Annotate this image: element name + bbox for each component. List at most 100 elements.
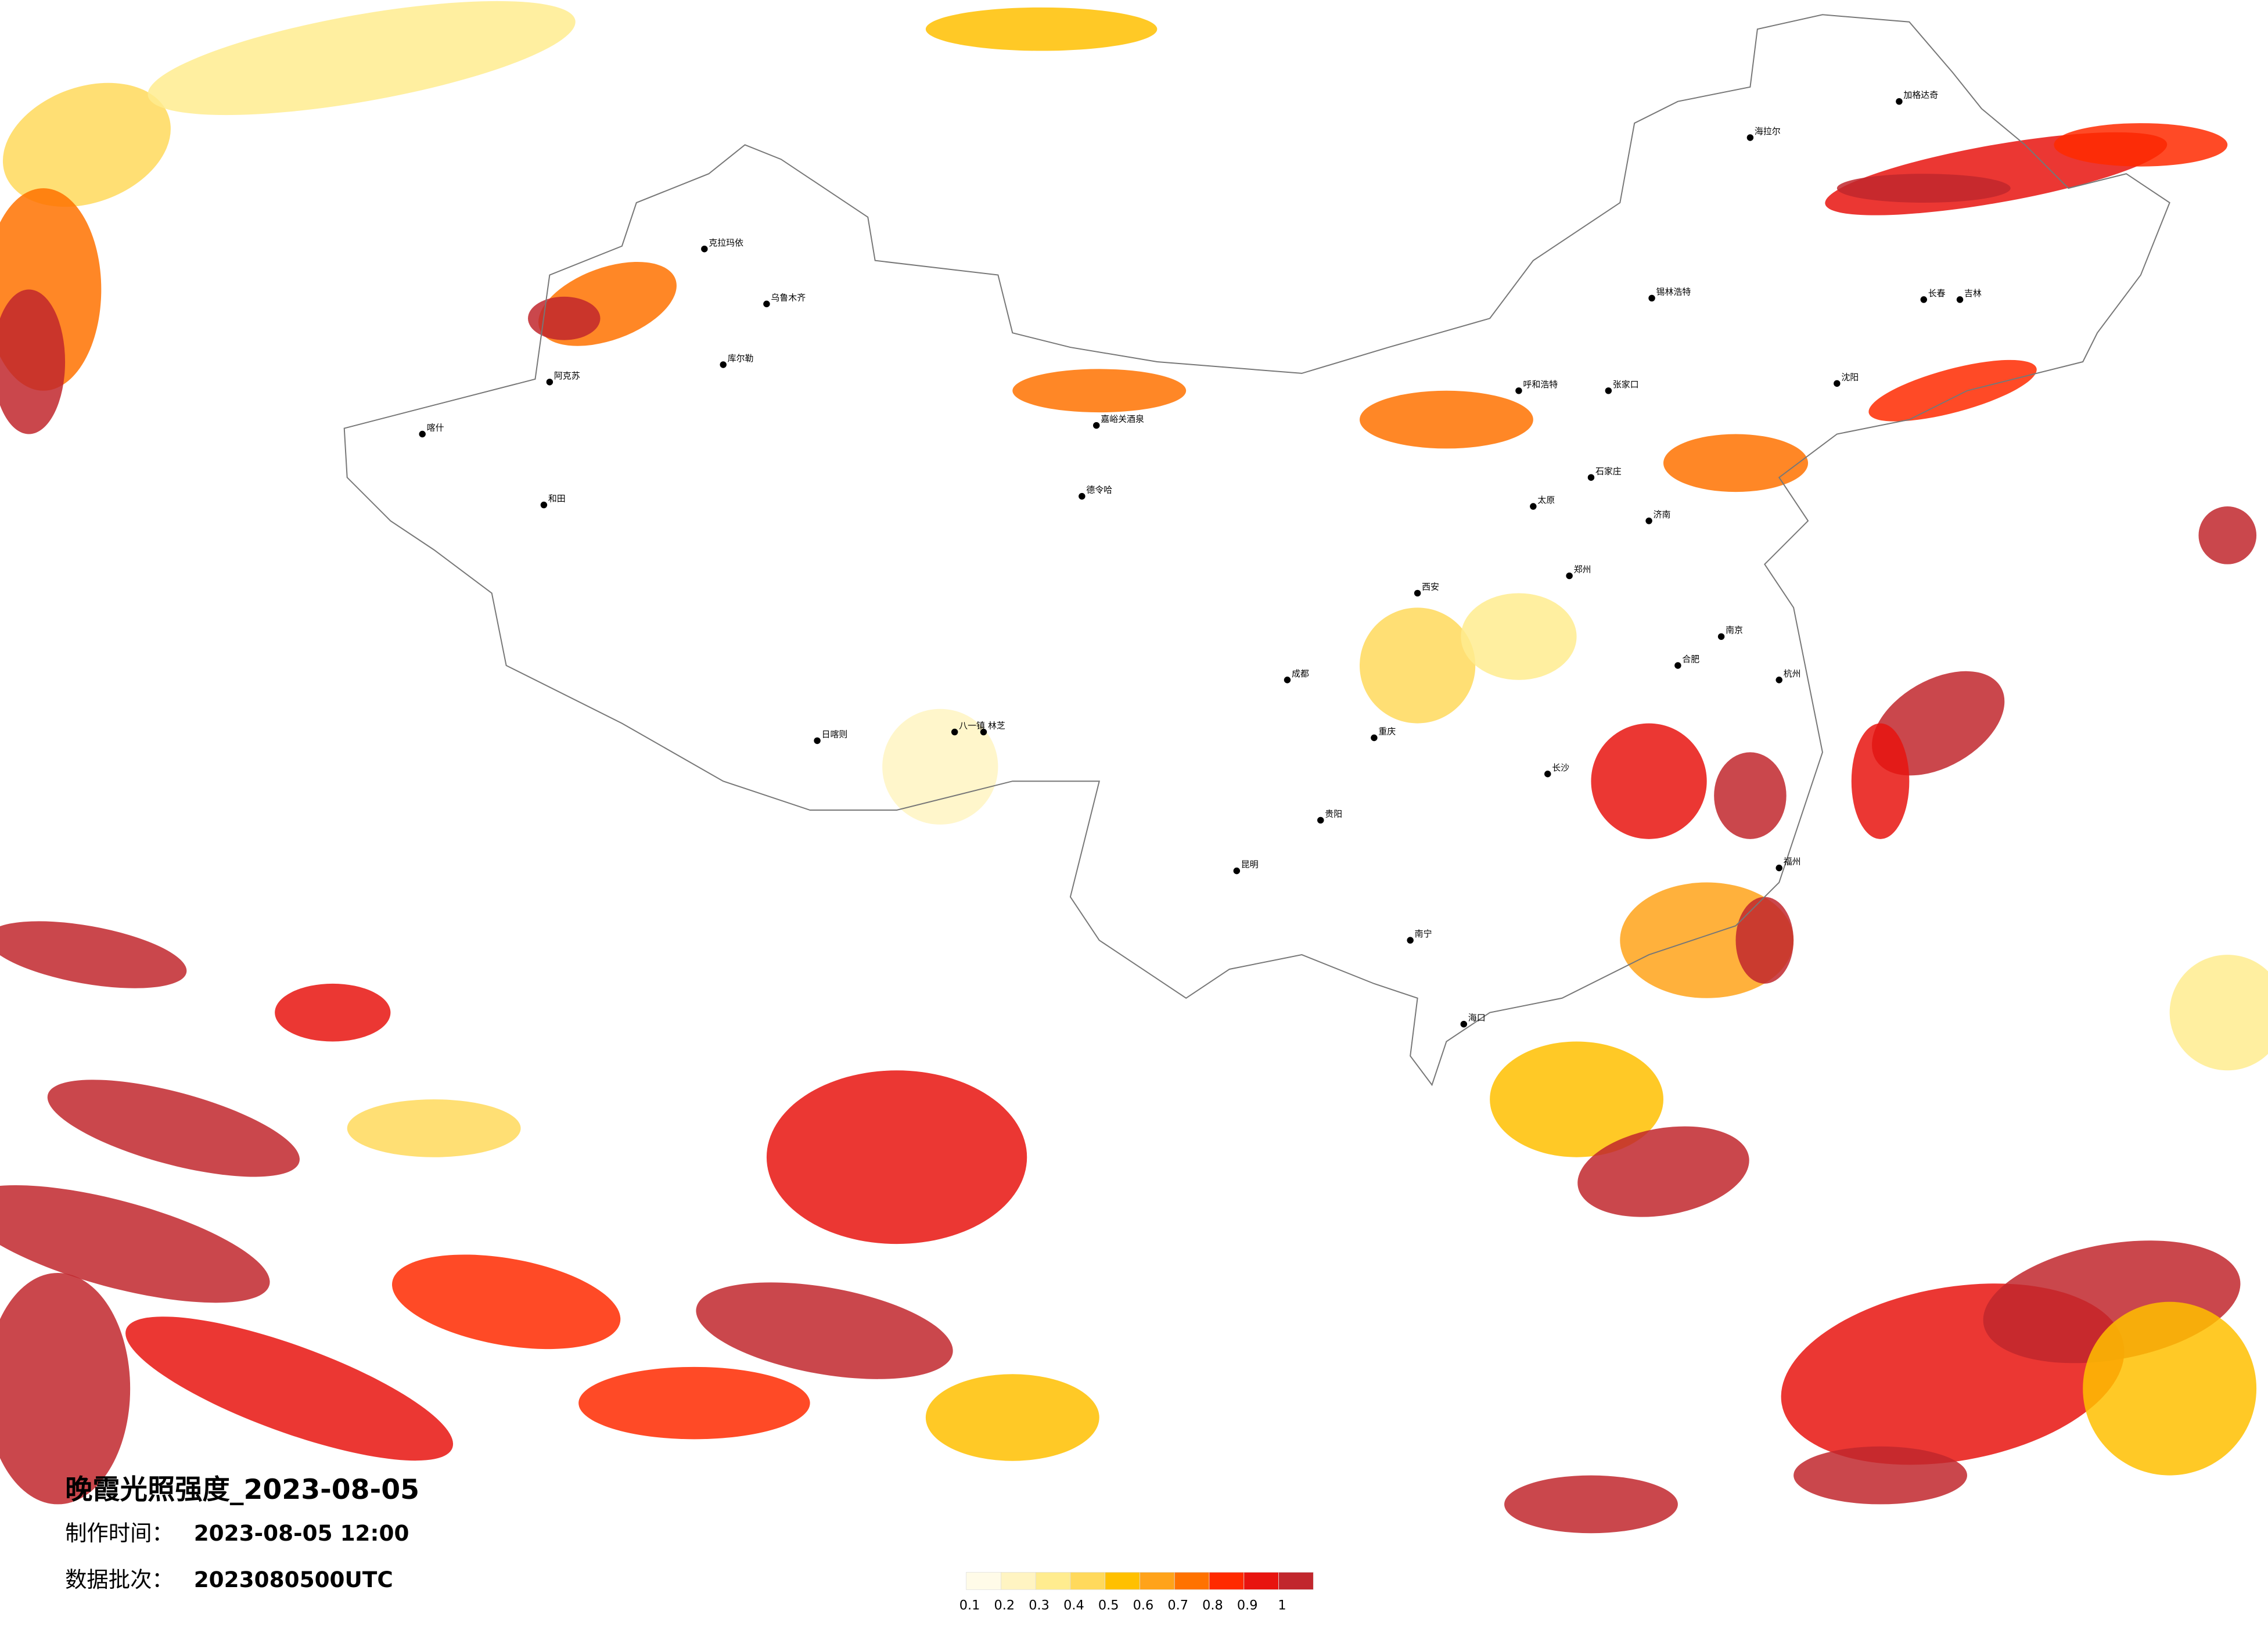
legend-swatch	[1035, 1572, 1071, 1590]
city-dot	[814, 737, 821, 744]
city-dot	[1648, 294, 1655, 302]
city-label: 乌鲁木齐	[771, 292, 806, 303]
city-label: 福州	[1784, 857, 1801, 867]
city-dot	[1460, 1020, 1468, 1028]
intensity-patch	[0, 1185, 270, 1303]
intensity-patch	[2198, 506, 2257, 564]
batch-label: 数据批次：	[65, 1567, 174, 1592]
city-dot	[1674, 662, 1681, 669]
legend-swatch	[1140, 1572, 1175, 1590]
intensity-patch	[1490, 1041, 1663, 1157]
city-label: 加格达奇	[1903, 90, 1938, 100]
intensity-patch	[528, 296, 601, 340]
city-label: 克拉玛依	[709, 238, 743, 248]
city-dot	[1284, 677, 1291, 684]
city-dot	[1371, 734, 1378, 742]
city-dot	[701, 246, 708, 253]
intensity-patch	[392, 1254, 621, 1350]
intensity-patch	[1872, 671, 2005, 776]
intensity-patch	[2169, 955, 2268, 1071]
city-dot	[1079, 492, 1086, 500]
intensity-patch	[1714, 752, 1787, 839]
intensity-patch	[1504, 1475, 1678, 1534]
city-label: 贵阳	[1325, 808, 1342, 819]
intensity-patch	[2, 82, 171, 207]
city-dot	[980, 728, 987, 736]
city-label: 南京	[1726, 625, 1743, 635]
city-label: 阿克苏	[554, 370, 580, 381]
legend-tick-label: 0.4	[1063, 1598, 1084, 1613]
legend-tick-label: 0.1	[959, 1598, 980, 1613]
city-label: 和田	[548, 494, 566, 504]
legend-swatch	[1105, 1572, 1140, 1590]
city-label: 吉林	[1964, 288, 1982, 298]
legend-tick-label: 0.6	[1133, 1598, 1154, 1613]
city-label: 海拉尔	[1755, 126, 1781, 136]
intensity-patch	[347, 1099, 521, 1157]
intensity-patch	[1868, 359, 2037, 422]
city-label: 林芝	[988, 721, 1005, 731]
city-dot	[763, 300, 770, 308]
city-dot	[1645, 517, 1652, 524]
city-dot	[419, 430, 426, 438]
city-label: 合肥	[1682, 654, 1699, 664]
city-label: 张家口	[1613, 379, 1639, 390]
city-label: 德令哈	[1086, 485, 1112, 495]
intensity-patch	[148, 1, 576, 116]
china-outline	[343, 14, 2170, 1087]
intensity-patch	[1591, 723, 1707, 839]
city-label: 嘉峪关酒泉	[1101, 414, 1144, 425]
legend-swatch	[1243, 1572, 1279, 1590]
color-legend: 0.1 0.2 0.3 0.4 0.5 0.6 0.7 0.8 0.9 1	[959, 1572, 1314, 1613]
city-dot	[1775, 677, 1782, 684]
legend-tick-label: 0.7	[1167, 1598, 1188, 1613]
city-dot	[951, 728, 958, 736]
legend-swatch	[1070, 1572, 1106, 1590]
city-label: 杭州	[1784, 668, 1801, 679]
city-dot	[1407, 937, 1414, 944]
city-dot	[1566, 572, 1573, 580]
batch: 2023080500UTC	[194, 1567, 393, 1592]
intensity-patch	[125, 1316, 454, 1461]
legend-tick-label: 0.8	[1202, 1598, 1223, 1613]
city-label: 长沙	[1552, 762, 1569, 773]
city-dot	[1515, 387, 1522, 394]
city-label: 太原	[1537, 495, 1555, 505]
intensity-patch	[47, 1080, 300, 1177]
made-label: 制作时间：	[65, 1520, 174, 1546]
intensity-patch	[1663, 434, 1809, 492]
intensity-patch	[1836, 174, 2011, 203]
legend-swatch	[966, 1572, 1001, 1590]
city-dot	[1920, 296, 1928, 303]
city-dot	[1605, 387, 1612, 394]
intensity-patch	[1461, 593, 1577, 680]
city-dot	[1956, 296, 1964, 303]
city-label: 石家庄	[1595, 466, 1622, 476]
intensity-patch	[925, 7, 1158, 51]
city-dot	[1896, 98, 1903, 105]
city-label: 成都	[1292, 668, 1309, 679]
intensity-patch	[925, 1374, 1099, 1461]
legend-tick-label: 0.5	[1098, 1598, 1119, 1613]
intensity-patch	[2054, 123, 2228, 167]
city-dot	[720, 361, 727, 368]
city-label: 沈阳	[1841, 372, 1859, 382]
legend-tick-label: 0.2	[994, 1598, 1015, 1613]
intensity-patch	[1012, 369, 1187, 413]
intensity-patch	[0, 289, 66, 434]
city-label: 八一镇	[959, 721, 985, 731]
legend-tick-label: 1	[1278, 1598, 1286, 1613]
intensity-patch	[1851, 723, 1910, 839]
city-label: 济南	[1654, 509, 1671, 520]
city-label: 长春	[1928, 288, 1946, 298]
intensity-patch	[882, 708, 998, 825]
intensity-patch	[275, 983, 391, 1042]
intensity-patch	[1577, 1126, 1749, 1217]
legend-swatch	[1174, 1572, 1210, 1590]
city-label: 郑州	[1574, 564, 1591, 575]
intensity-patch	[696, 1282, 953, 1379]
legend-tick-label: 0.3	[1029, 1598, 1049, 1613]
